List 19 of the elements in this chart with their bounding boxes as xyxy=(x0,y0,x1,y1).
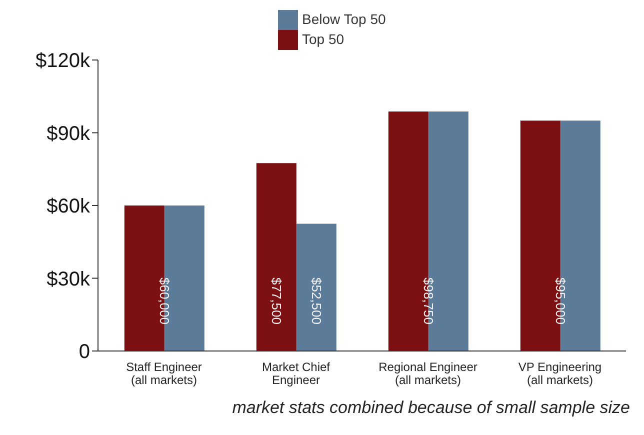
y-tick-label: $90k xyxy=(46,122,91,145)
legend-label: Top 50 xyxy=(302,31,344,48)
bar xyxy=(256,163,296,351)
x-tick-label: VP Engineering (all markets) xyxy=(518,360,602,387)
data-label: $98,750 xyxy=(420,278,436,324)
legend-label: Below Top 50 xyxy=(302,11,386,28)
bar xyxy=(296,224,336,351)
text: market stats combined because of small sample size xyxy=(231,398,630,418)
y-tick-label: $30k xyxy=(46,268,91,290)
y-tick-label: $120k xyxy=(36,50,91,72)
x-tick-label: Market Chief Engineer xyxy=(262,360,331,387)
data-label: $95,000 xyxy=(552,278,568,324)
data-label: $60,000 xyxy=(156,278,172,324)
data-label: $77,500 xyxy=(268,278,284,324)
data-label: $52,500 xyxy=(308,278,324,324)
x-tick-label: Staff Engineer (all markets) xyxy=(126,360,202,387)
y-tick-label: $60k xyxy=(46,196,91,218)
x-tick-label: Regional Engineer (all markets) xyxy=(378,360,478,387)
y-tick-label: 0 xyxy=(78,341,90,364)
